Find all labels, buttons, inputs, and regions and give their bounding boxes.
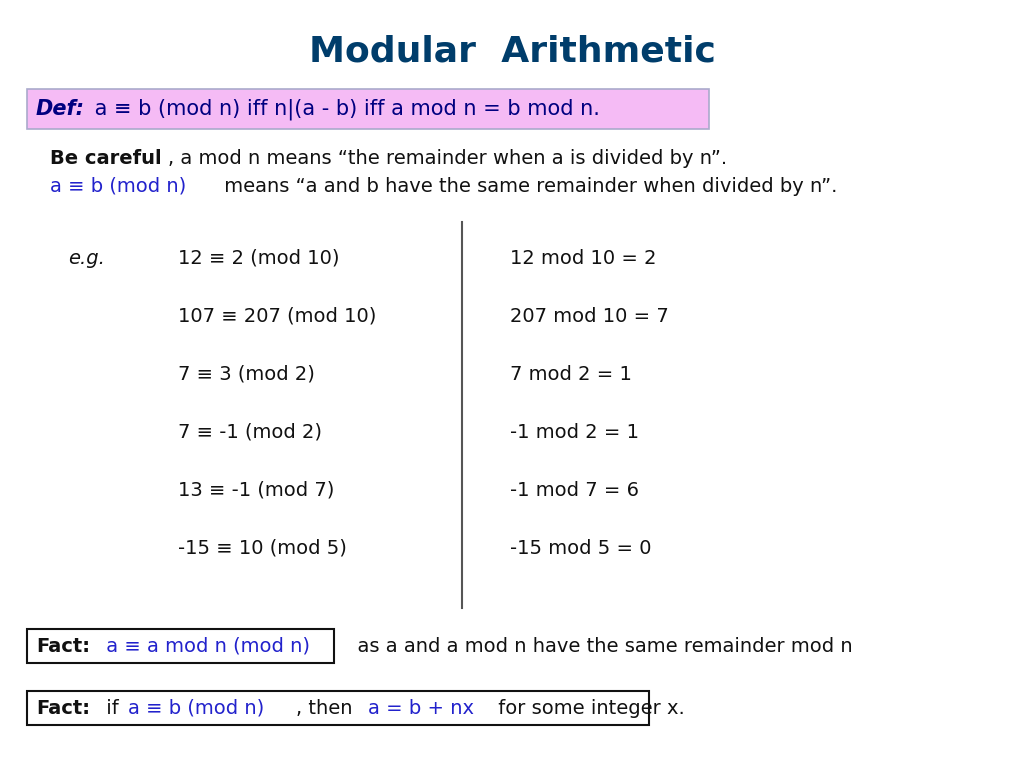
- Text: 13 ≡ -1 (mod 7): 13 ≡ -1 (mod 7): [178, 481, 335, 499]
- Text: means “a and b have the same remainder when divided by n”.: means “a and b have the same remainder w…: [218, 177, 838, 196]
- FancyBboxPatch shape: [27, 89, 709, 129]
- Text: a ≡ b (mod n): a ≡ b (mod n): [128, 699, 264, 717]
- Text: a ≡ b (mod n) iff n|(a - b) iff a mod n = b mod n.: a ≡ b (mod n) iff n|(a - b) iff a mod n …: [88, 98, 600, 120]
- Text: , a mod n means “the remainder when a is divided by n”.: , a mod n means “the remainder when a is…: [168, 148, 727, 167]
- Text: a = b + nx: a = b + nx: [368, 699, 474, 717]
- Text: 107 ≡ 207 (mod 10): 107 ≡ 207 (mod 10): [178, 306, 377, 326]
- Text: -15 mod 5 = 0: -15 mod 5 = 0: [510, 538, 651, 558]
- Text: Modular  Arithmetic: Modular Arithmetic: [308, 35, 716, 69]
- Text: -15 ≡ 10 (mod 5): -15 ≡ 10 (mod 5): [178, 538, 347, 558]
- FancyBboxPatch shape: [27, 691, 649, 725]
- Text: 7 ≡ -1 (mod 2): 7 ≡ -1 (mod 2): [178, 422, 322, 442]
- Text: 12 ≡ 2 (mod 10): 12 ≡ 2 (mod 10): [178, 249, 340, 267]
- Text: 12 mod 10 = 2: 12 mod 10 = 2: [510, 249, 656, 267]
- Text: 7 ≡ 3 (mod 2): 7 ≡ 3 (mod 2): [178, 365, 314, 383]
- Text: -1 mod 2 = 1: -1 mod 2 = 1: [510, 422, 639, 442]
- Text: 7 mod 2 = 1: 7 mod 2 = 1: [510, 365, 632, 383]
- Text: if: if: [100, 699, 125, 717]
- Text: e.g.: e.g.: [68, 249, 104, 267]
- Text: 207 mod 10 = 7: 207 mod 10 = 7: [510, 306, 669, 326]
- Text: a ≡ a mod n (mod n): a ≡ a mod n (mod n): [100, 637, 310, 656]
- Text: as a and a mod n have the same remainder mod n: as a and a mod n have the same remainder…: [345, 637, 853, 656]
- Text: for some integer x.: for some integer x.: [492, 699, 685, 717]
- Text: , then: , then: [296, 699, 358, 717]
- Text: a ≡ b (mod n): a ≡ b (mod n): [50, 177, 186, 196]
- Text: Fact:: Fact:: [36, 699, 90, 717]
- Text: -1 mod 7 = 6: -1 mod 7 = 6: [510, 481, 639, 499]
- Text: Def:: Def:: [36, 99, 85, 119]
- FancyBboxPatch shape: [27, 629, 334, 663]
- Text: Be careful: Be careful: [50, 148, 162, 167]
- Text: Fact:: Fact:: [36, 637, 90, 656]
